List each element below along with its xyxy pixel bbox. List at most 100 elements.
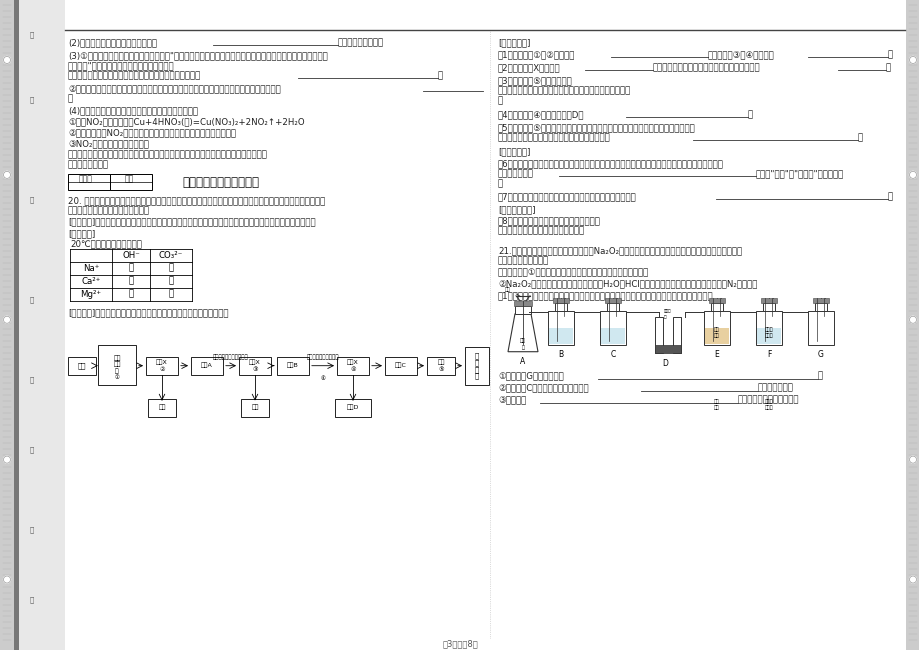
Text: 氢氧化
钠溶液: 氢氧化 钠溶液 xyxy=(764,327,773,338)
Bar xyxy=(146,357,177,375)
Bar xyxy=(19,0,65,650)
Circle shape xyxy=(4,456,10,463)
Bar xyxy=(549,327,573,344)
Text: 。: 。 xyxy=(887,192,892,201)
Text: ②若无装置C，对实验有影响的物质是: ②若无装置C，对实验有影响的物质是 xyxy=(497,383,588,393)
Text: 答: 答 xyxy=(29,526,34,533)
Text: 不: 不 xyxy=(168,277,174,286)
Text: ①制取NO₂的反应原理：Cu+4HNO₃(浓)=Cu(NO₃)₂+2NO₂↑+2H₂O: ①制取NO₂的反应原理：Cu+4HNO₃(浓)=Cu(NO₃)₂+2NO₂↑+2… xyxy=(68,117,304,126)
Bar xyxy=(814,303,826,311)
Text: 展开了以下探究活动。: 展开了以下探究活动。 xyxy=(497,256,549,266)
Text: [反思与评价]: [反思与评价] xyxy=(497,147,529,156)
Text: A: A xyxy=(520,357,525,366)
Text: 沉淀D: 沉淀D xyxy=(346,405,358,411)
Text: 。: 。 xyxy=(437,71,443,80)
Bar xyxy=(552,298,568,303)
Text: （1）探究二氧化碳与过氧化钠反应生成氧气。同学们在老师的指导下设计了如下图所示装置。: （1）探究二氧化碳与过氧化钠反应生成氧气。同学们在老师的指导下设计了如下图所示装… xyxy=(497,292,713,301)
Text: G: G xyxy=(817,350,823,359)
Text: D: D xyxy=(662,359,667,368)
Text: ①写出检验G中气体的方法: ①写出检验G中气体的方法 xyxy=(497,372,563,381)
Text: 过滤: 过滤 xyxy=(113,362,120,368)
Circle shape xyxy=(909,576,915,583)
Text: 你认为这种方法: 你认为这种方法 xyxy=(497,169,533,178)
Bar xyxy=(704,327,728,344)
Text: 。: 。 xyxy=(68,94,73,103)
Text: 。: 。 xyxy=(817,372,823,381)
Text: [实验方案设计]: [实验方案设计] xyxy=(497,205,535,214)
Text: 。: 。 xyxy=(497,179,503,188)
Bar xyxy=(760,298,777,303)
Text: （3）实验步骤⑤的主要目的是: （3）实验步骤⑤的主要目的是 xyxy=(497,76,573,85)
Bar xyxy=(709,298,724,303)
Text: ，流操作中采用到的玻璃仪器有烧杯、玻璃棒和: ，流操作中采用到的玻璃仪器有烧杯、玻璃棒和 xyxy=(652,63,760,72)
Text: 不: 不 xyxy=(129,290,133,299)
Circle shape xyxy=(909,171,915,178)
Bar xyxy=(607,303,618,311)
Text: 订: 订 xyxy=(29,96,34,104)
Text: ③若观察到: ③若观察到 xyxy=(497,396,526,405)
Text: E: E xyxy=(714,350,719,359)
Circle shape xyxy=(909,316,915,324)
Text: 蒸发: 蒸发 xyxy=(437,359,444,365)
Bar xyxy=(703,311,729,345)
Text: 沉淀: 沉淀 xyxy=(158,405,165,411)
Text: （填装置序号），检验集气瓶是否收集满二氧化碳的方法是: （填装置序号），检验集气瓶是否收集满二氧化碳的方法是 xyxy=(68,71,201,80)
Text: （2）实验操作X的名称是: （2）实验操作X的名称是 xyxy=(497,63,560,72)
Text: 结合已掌握的知识，选择以上装置制备并收集一瓶二氧化氮气体，从左到右的连接顺序为: 结合已掌握的知识，选择以上装置制备并收集一瓶二氧化氮气体，从左到右的连接顺序为 xyxy=(68,150,267,159)
Text: 体: 体 xyxy=(115,369,119,374)
Text: ；在蒸发食盐溶液的过程中要使用玻璃棒，作用是: ；在蒸发食盐溶液的过程中要使用玻璃棒，作用是 xyxy=(497,133,610,142)
Text: （用化学方程式回答）：判断氯氧化钠溶液已过量的方法是: （用化学方程式回答）：判断氯氧化钠溶液已过量的方法是 xyxy=(497,86,630,95)
Text: 21.化学兴趣课上，同学们对过氧化钠（Na₂O₂）可以做供氧剂产生了浓厚兴趣，于是在老师的指导下: 21.化学兴趣课上，同学们对过氧化钠（Na₂O₂）可以做供氧剂产生了浓厚兴趣，于… xyxy=(497,247,742,256)
Text: 验桌上，"为完成实验，他应选用上列装置中的: 验桌上，"为完成实验，他应选用上列装置中的 xyxy=(68,61,175,70)
Text: （选填"可行"或"不可行"），理由是: （选填"可行"或"不可行"），理由是 xyxy=(755,169,844,178)
Text: CO₃²⁻: CO₃²⁻ xyxy=(159,251,183,260)
Text: ④: ④ xyxy=(350,367,356,372)
Text: 体: 体 xyxy=(474,373,479,380)
Text: Ca²⁺: Ca²⁺ xyxy=(81,277,100,286)
Text: （8）为了完善原实验发现，你设计的实验是: （8）为了完善原实验发现，你设计的实验是 xyxy=(497,217,600,226)
Bar xyxy=(756,327,780,344)
Text: 第3页，共8页: 第3页，共8页 xyxy=(442,639,477,648)
Text: 题: 题 xyxy=(29,596,34,603)
Text: 加碳酸钠的溶液至过量: 加碳酸钠的溶液至过量 xyxy=(306,354,339,360)
Text: ②经过学习小明对气体制备有一些心得，如：选择制取气体的反应装置时应考虑的两个因素是: ②经过学习小明对气体制备有一些心得，如：选择制取气体的反应装置时应考虑的两个因素… xyxy=(68,84,280,93)
Text: 。: 。 xyxy=(497,96,503,105)
Text: 操作X: 操作X xyxy=(156,359,167,365)
Text: ，说明二氧化碳已经除尽。: ，说明二氧化碳已经除尽。 xyxy=(737,396,799,405)
Text: 操作X: 操作X xyxy=(346,359,358,365)
Text: ③: ③ xyxy=(252,367,257,372)
Text: ②: ② xyxy=(159,367,165,372)
Text: ，说明已经收集满。: ，说明已经收集满。 xyxy=(337,38,384,47)
Text: 20℃时，一些物质的溶解度: 20℃时，一些物质的溶解度 xyxy=(70,240,142,249)
Text: F: F xyxy=(766,350,770,359)
Text: 滤液A: 滤液A xyxy=(201,363,212,368)
Text: （仅写出补充部分的实验操作和现象）: （仅写出补充部分的实验操作和现象） xyxy=(497,227,584,236)
Text: 石: 石 xyxy=(521,345,524,350)
Text: [实验方案]某同学为了提纯粗盐，设计了如下实验方案并进行了实验。: [实验方案]某同学为了提纯粗盐，设计了如下实验方案并进行了实验。 xyxy=(68,309,228,318)
Text: ；实验步骤③和④的目的是: ；实验步骤③和④的目的是 xyxy=(708,50,774,59)
Bar xyxy=(554,303,566,311)
Text: （1）实验步骤①和②的目的是: （1）实验步骤①和②的目的是 xyxy=(497,50,574,59)
Text: （4）实验步骤④中生成的沉淀D是: （4）实验步骤④中生成的沉淀D是 xyxy=(497,110,584,119)
Text: (3)①小明在实验操作考查中抽到的考题是"在实验室制取二氧化碳，用排空气法收集满一瓶二氧化碳，放置在实: (3)①小明在实验操作考查中抽到的考题是"在实验室制取二氧化碳，用排空气法收集满… xyxy=(68,51,327,60)
Bar xyxy=(68,174,110,190)
Bar xyxy=(755,311,781,345)
Text: 晶: 晶 xyxy=(474,366,479,372)
Text: 评卷人: 评卷人 xyxy=(79,175,93,184)
Bar xyxy=(807,311,834,345)
Text: 三、探究题（题型注释）: 三、探究题（题型注释） xyxy=(182,176,259,189)
Text: 不: 不 xyxy=(29,376,34,383)
Text: (2)选用图已装置收集气体时，当看到: (2)选用图已装置收集气体时，当看到 xyxy=(68,38,157,47)
Text: 过氧
化钠: 过氧 化钠 xyxy=(713,327,719,338)
Text: B: B xyxy=(558,350,563,359)
Bar xyxy=(515,306,530,314)
Text: 粗盐: 粗盐 xyxy=(78,363,86,369)
Text: 加氢氧化钙的溶液至过量: 加氢氧化钙的溶液至过量 xyxy=(213,354,249,360)
Text: 。: 。 xyxy=(887,50,892,59)
Text: 。: 。 xyxy=(885,63,891,72)
Text: 滤液B: 滤液B xyxy=(287,363,299,368)
Bar xyxy=(812,298,828,303)
Text: [交流与表达]: [交流与表达] xyxy=(497,38,529,47)
Circle shape xyxy=(4,576,10,583)
Bar xyxy=(673,317,680,353)
